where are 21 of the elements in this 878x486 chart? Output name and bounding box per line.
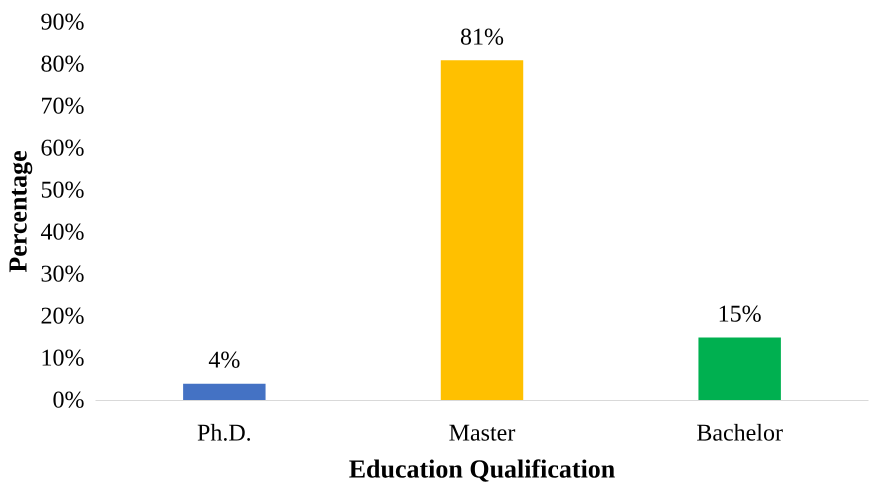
x-tick-label: Bachelor (696, 420, 783, 446)
y-tick-label: 20% (40, 304, 85, 330)
y-axis-title: Percentage (4, 150, 33, 273)
y-tick-label: 60% (40, 136, 85, 162)
y-tick-label: 0% (52, 388, 85, 414)
y-tick-label: 30% (40, 262, 85, 288)
x-tick-label: Master (448, 420, 516, 446)
x-axis-title: Education Qualification (348, 454, 616, 484)
bar (183, 384, 266, 400)
y-tick-label: 50% (40, 178, 85, 204)
bar (698, 338, 781, 400)
y-tick-label: 10% (40, 346, 85, 372)
data-label: 81% (460, 24, 504, 50)
data-label: 4% (208, 348, 240, 374)
x-tick-label: Ph.D. (196, 420, 252, 446)
bar (440, 60, 524, 400)
y-tick-label: 90% (40, 10, 85, 36)
y-tick-label: 80% (40, 52, 85, 78)
y-tick-label: 70% (40, 94, 85, 120)
data-label: 15% (718, 302, 762, 328)
y-tick-label: 40% (40, 220, 85, 246)
